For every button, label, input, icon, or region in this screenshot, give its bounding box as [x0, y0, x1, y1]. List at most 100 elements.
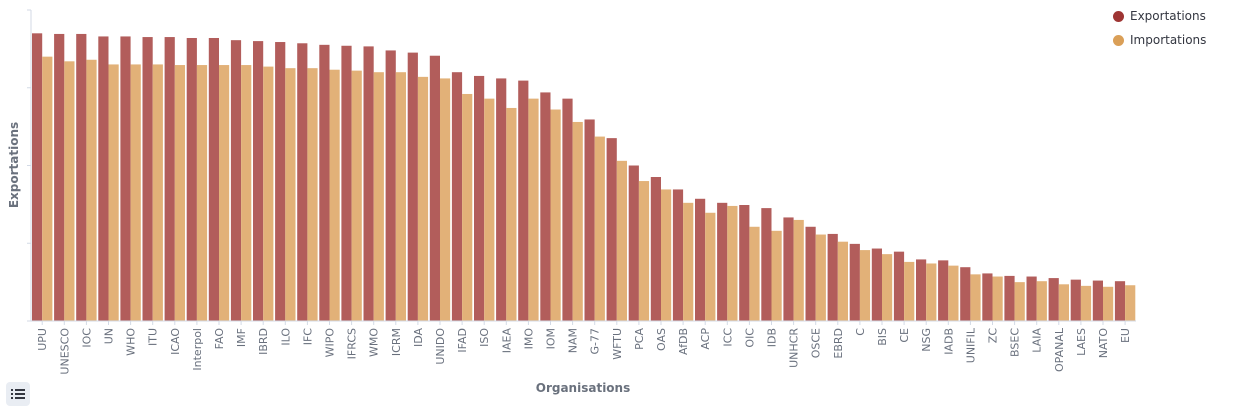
bar-exportations-ifad[interactable] [451, 72, 463, 321]
bar-exportations-itu[interactable] [142, 37, 153, 322]
bar-importations-un[interactable] [108, 64, 119, 322]
bar-importations-itu[interactable] [152, 64, 163, 322]
bar-exportations-acp[interactable] [695, 198, 706, 321]
bar-importations-acp[interactable] [705, 212, 716, 321]
bar-importations-c[interactable] [859, 250, 871, 321]
bar-exportations-bis[interactable] [871, 248, 882, 321]
bar-importations-upu[interactable] [42, 56, 53, 322]
bar-exportations-wftu[interactable] [606, 138, 617, 321]
bar-exportations-opanal[interactable] [1048, 278, 1059, 321]
bar-importations-iadb[interactable] [948, 265, 959, 321]
bar-importations-bsec[interactable] [1014, 282, 1025, 322]
bar-exportations-upu[interactable] [32, 33, 43, 321]
bar-exportations-eu[interactable] [1114, 281, 1126, 321]
bar-exportations-imo[interactable] [518, 80, 529, 321]
bar-importations-ilo[interactable] [285, 68, 296, 321]
bar-exportations-nam[interactable] [562, 98, 573, 321]
bar-importations-nsg[interactable] [926, 263, 937, 321]
bar-importations-laia[interactable] [1036, 281, 1047, 321]
bar-exportations-ebrd[interactable] [827, 233, 838, 321]
bar-importations-ioc[interactable] [86, 59, 97, 321]
bar-importations-ebrd[interactable] [837, 241, 848, 321]
bar-exportations-wipo[interactable] [319, 44, 330, 321]
bar-exportations-nsg[interactable] [916, 259, 927, 321]
bar-importations-unifil[interactable] [970, 274, 981, 321]
bar-exportations-idb[interactable] [761, 208, 772, 321]
bar-exportations-unesco[interactable] [54, 33, 65, 321]
bar-importations-imf[interactable] [241, 65, 252, 321]
bar-exportations-icao[interactable] [164, 37, 175, 322]
bar-importations-g-77[interactable] [594, 136, 605, 321]
bar-importations-pca[interactable] [638, 181, 650, 321]
bar-exportations-interpol[interactable] [186, 37, 197, 322]
bar-importations-iaea[interactable] [506, 107, 517, 322]
bar-importations-ifad[interactable] [462, 93, 473, 321]
legend-item-importations[interactable]: Importations [1113, 28, 1223, 52]
bar-importations-opanal[interactable] [1058, 284, 1069, 321]
bar-exportations-iom[interactable] [540, 92, 551, 321]
bar-importations-icao[interactable] [174, 65, 185, 321]
bar-importations-iso[interactable] [484, 98, 495, 321]
legend-toggle-button[interactable] [6, 382, 30, 406]
bar-exportations-laia[interactable] [1026, 276, 1037, 321]
bar-exportations-who[interactable] [120, 36, 131, 321]
bar-importations-ifrcs[interactable] [351, 70, 362, 321]
bar-exportations-ce[interactable] [893, 251, 905, 321]
bar-importations-who[interactable] [130, 64, 141, 322]
bar-exportations-oas[interactable] [650, 177, 661, 321]
bar-exportations-bsec[interactable] [1004, 275, 1015, 321]
bar-exportations-ibrd[interactable] [253, 41, 264, 321]
legend-item-exportations[interactable]: Exportations [1113, 4, 1223, 28]
bar-importations-zc[interactable] [992, 276, 1003, 321]
bar-importations-unesco[interactable] [64, 61, 75, 322]
bar-importations-nato[interactable] [1103, 286, 1114, 321]
bar-importations-imo[interactable] [528, 98, 539, 321]
bar-exportations-fao[interactable] [208, 37, 219, 322]
bar-importations-oic[interactable] [749, 226, 760, 321]
bar-exportations-icrm[interactable] [385, 50, 396, 322]
bar-exportations-ida[interactable] [407, 52, 418, 322]
bar-exportations-icc[interactable] [717, 202, 728, 321]
bar-importations-oas[interactable] [661, 189, 672, 321]
bar-exportations-nato[interactable] [1092, 280, 1103, 321]
bar-importations-fao[interactable] [219, 65, 230, 321]
bar-exportations-g-77[interactable] [584, 119, 595, 321]
bar-importations-unhcr[interactable] [793, 219, 804, 321]
bar-importations-icc[interactable] [727, 205, 738, 321]
bar-importations-ce[interactable] [904, 261, 915, 321]
bar-importations-ifc[interactable] [307, 68, 318, 321]
bar-exportations-c[interactable] [849, 243, 860, 321]
bar-exportations-ifrcs[interactable] [341, 45, 352, 321]
bar-importations-wftu[interactable] [616, 160, 627, 321]
bar-importations-bis[interactable] [882, 254, 893, 321]
bar-exportations-afdb[interactable] [672, 189, 684, 321]
bar-exportations-ifc[interactable] [297, 43, 308, 321]
bar-importations-unido[interactable] [440, 78, 451, 321]
bar-exportations-oic[interactable] [739, 205, 750, 321]
bar-importations-nam[interactable] [572, 121, 583, 322]
bar-importations-wmo[interactable] [373, 72, 384, 321]
bar-exportations-osce[interactable] [805, 226, 816, 321]
bar-importations-osce[interactable] [815, 234, 826, 321]
bar-exportations-unhcr[interactable] [783, 217, 794, 321]
bar-importations-ida[interactable] [417, 76, 429, 321]
bar-exportations-iaea[interactable] [496, 78, 507, 321]
bar-exportations-laes[interactable] [1070, 279, 1081, 321]
bar-exportations-ioc[interactable] [76, 33, 87, 321]
bar-exportations-iadb[interactable] [938, 260, 949, 321]
bar-importations-idb[interactable] [771, 230, 782, 321]
bar-exportations-unido[interactable] [429, 55, 440, 321]
bar-importations-iom[interactable] [550, 109, 561, 322]
bar-importations-eu[interactable] [1125, 285, 1136, 321]
bar-exportations-imf[interactable] [230, 40, 242, 322]
bar-exportations-ilo[interactable] [275, 42, 286, 321]
bar-importations-laes[interactable] [1080, 285, 1092, 321]
bar-exportations-unifil[interactable] [960, 267, 971, 321]
bar-importations-icrm[interactable] [395, 72, 406, 321]
bar-importations-ibrd[interactable] [263, 66, 274, 321]
bar-exportations-zc[interactable] [982, 273, 993, 321]
bar-importations-afdb[interactable] [683, 202, 694, 321]
bar-importations-wipo[interactable] [329, 69, 340, 322]
bar-exportations-un[interactable] [98, 36, 109, 321]
bar-importations-interpol[interactable] [196, 65, 208, 321]
